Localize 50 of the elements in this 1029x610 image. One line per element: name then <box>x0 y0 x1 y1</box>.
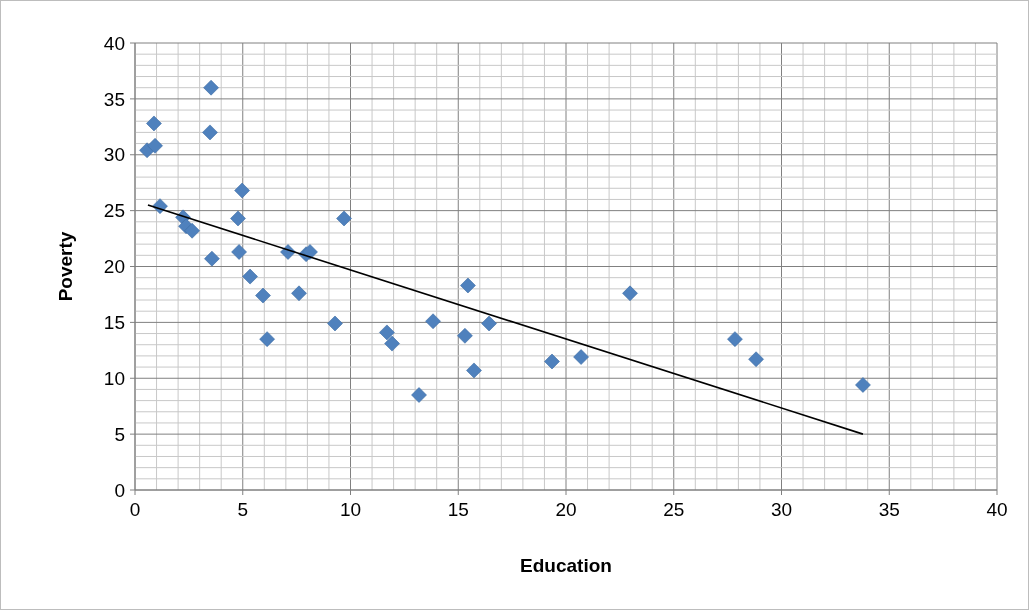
point <box>727 331 743 347</box>
point <box>327 315 343 332</box>
x-axis-title: Education <box>520 555 612 576</box>
y-tick-label: 40 <box>103 32 125 54</box>
point <box>457 327 473 344</box>
point <box>184 222 200 239</box>
point <box>202 124 218 141</box>
x-tick-label: 15 <box>447 499 469 520</box>
point <box>230 210 246 227</box>
point <box>411 387 427 403</box>
x-tick-label: 10 <box>339 499 362 520</box>
point <box>147 138 163 154</box>
point <box>336 210 352 227</box>
point <box>466 362 482 379</box>
point <box>146 115 162 132</box>
point <box>481 315 497 332</box>
y-tick-label: 15 <box>103 312 125 334</box>
x-tick-label: 35 <box>878 499 900 520</box>
point <box>379 324 395 341</box>
point <box>544 353 560 370</box>
point <box>748 351 764 368</box>
point <box>425 313 441 330</box>
y-tick-label: 30 <box>103 144 125 166</box>
point <box>231 244 247 260</box>
x-tick-label: 25 <box>663 499 685 520</box>
point <box>203 79 219 96</box>
point <box>291 285 307 302</box>
point <box>234 182 250 199</box>
point <box>384 335 400 352</box>
point <box>302 244 318 260</box>
point <box>855 377 871 393</box>
point <box>622 285 638 302</box>
y-tick-label: 10 <box>103 367 125 389</box>
y-tick-label: 5 <box>114 423 125 445</box>
point <box>204 250 220 267</box>
point <box>242 268 258 285</box>
y-axis-title: Poverty <box>55 231 76 302</box>
point <box>460 277 476 294</box>
point <box>255 287 271 304</box>
point <box>573 349 589 365</box>
x-tick-label: 5 <box>237 499 249 520</box>
y-tick-label: 25 <box>103 200 125 222</box>
x-tick-label: 30 <box>770 499 793 520</box>
y-tick-label: 0 <box>114 479 125 501</box>
y-tick-label: 20 <box>103 256 125 278</box>
x-tick-label: 40 <box>986 499 1008 520</box>
x-tick-label: 20 <box>555 499 577 520</box>
y-tick-label: 35 <box>103 88 125 110</box>
point <box>259 331 275 347</box>
x-tick-label: 0 <box>129 499 141 520</box>
